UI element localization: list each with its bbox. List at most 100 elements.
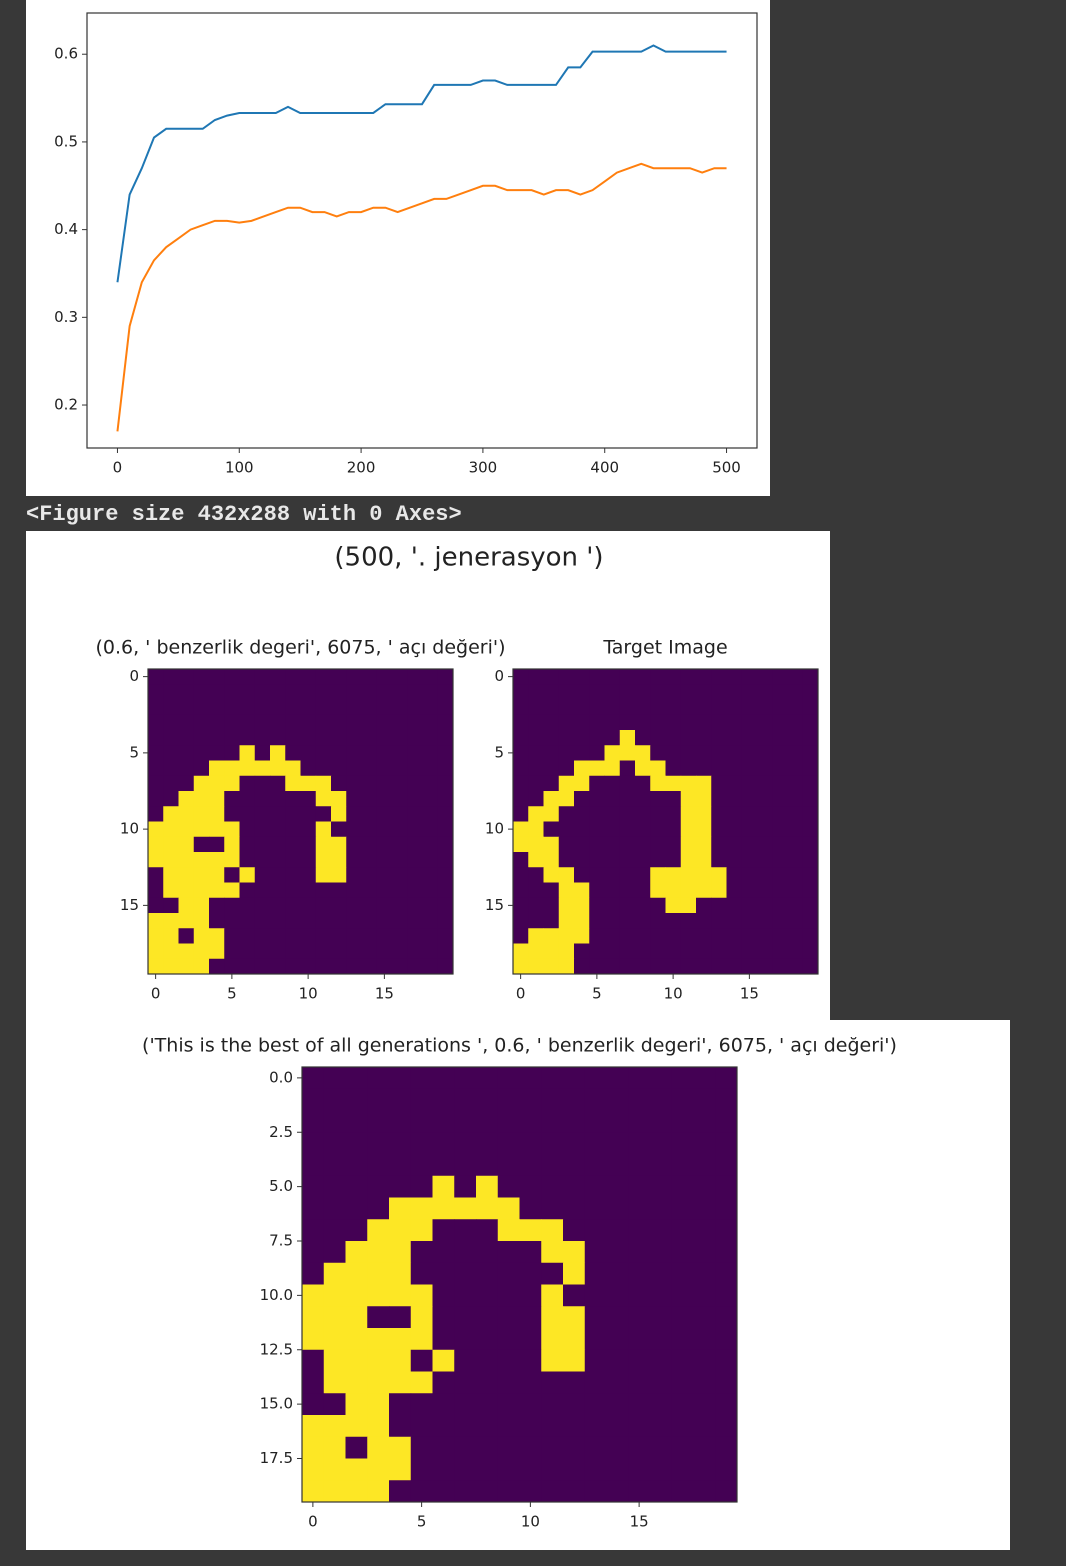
heatmap-cell [519,1067,542,1090]
heatmap-cell [519,1436,542,1459]
heatmap-cell [711,760,727,777]
heatmap-cell [715,1088,738,1111]
heatmap-cell [497,1262,520,1285]
heatmap-cell [787,806,804,822]
heatmap-cell [671,1480,694,1503]
heatmap-cell [606,1393,629,1416]
heatmap-cell [193,928,210,944]
heatmap-cell [726,836,743,853]
heatmap-cell [787,775,804,792]
heatmap-cell [741,730,758,746]
heatmap-cell [163,882,179,899]
heatmap-cell [331,867,347,883]
heatmap-cell [178,806,195,822]
heatmap-cell [680,836,697,853]
heatmap-cell [741,836,758,853]
heatmap-cell [224,760,240,777]
heatmap-cell [628,1088,651,1111]
heatmap-cell [635,943,651,960]
heatmap-cell [367,1458,390,1481]
heatmap-cell [726,928,743,944]
heatmap-cell [757,745,773,761]
heatmap-cell [726,943,743,960]
heatmap-cell [711,943,727,960]
heatmap-cell [665,821,682,838]
heatmap-cell [193,699,210,716]
heatmap-cell [711,882,727,899]
heatmap-cell [389,1067,412,1090]
heatmap-cell [361,791,378,807]
heatmap-cell [513,821,529,838]
heatmap-cell [715,1262,738,1285]
x-tick-label: 0 [151,985,161,1003]
chart-title: ('This is the best of all generations ',… [142,1035,897,1057]
heatmap-cell [711,714,727,731]
heatmap-cell [606,1088,629,1111]
heatmap-cell [604,852,621,868]
heatmap-cell [432,1393,455,1416]
heatmap-cell [422,958,439,975]
heatmap-cell [558,882,575,899]
heatmap-cell [665,714,682,731]
heatmap-cell [519,1415,542,1438]
x-tick-label: 5 [592,985,602,1003]
heatmap-cell [497,1175,520,1198]
heatmap-cell [497,1458,520,1481]
heatmap-cell [376,913,393,929]
heatmap-cell [497,1480,520,1503]
heatmap-cell [148,775,164,792]
heatmap-cell [787,928,804,944]
heatmap-cell [543,897,560,914]
heatmap-cell [345,1436,368,1459]
heatmap-cell [726,745,743,761]
heatmap-cell [270,684,286,700]
heatmap-cell [346,699,362,716]
heatmap-cell [376,760,393,777]
heatmap-cell [254,928,271,944]
heatmap-cell [476,1328,499,1351]
heatmap-cell [193,867,210,883]
heatmap-cell [437,897,454,914]
heatmap-cell [650,1088,673,1111]
heatmap-cell [454,1306,477,1329]
heatmap-cell [224,928,240,944]
heatmap-cell [757,699,773,716]
heatmap-cell [376,821,393,838]
heatmap-cell [476,1371,499,1394]
heatmap-cell [376,836,393,853]
heatmap-cell [650,1110,673,1133]
heatmap-cell [270,882,286,899]
heatmap-cell [345,1371,368,1394]
heatmap-cell [696,745,712,761]
heatmap-cell [300,867,317,883]
chart-title: (0.6, ' benzerlik degeri', 6075, ' açı d… [95,637,505,659]
heatmap-cell [665,852,682,868]
y-tick-label: 0.0 [269,1068,293,1086]
heatmap-cell [331,699,347,716]
heatmap-cell [711,867,727,883]
heatmap-cell [574,669,590,685]
heatmap-cell [254,714,271,731]
heatmap-cell [437,684,454,700]
heatmap-cell [254,836,271,853]
heatmap-cell [422,821,439,838]
heatmap-cell [497,1284,520,1307]
heatmap-cell [606,1132,629,1155]
heatmap-cell [345,1480,368,1503]
heatmap-cell [519,1175,542,1198]
heatmap-cell [163,699,179,716]
heatmap-cell [193,730,210,746]
heatmap-cell [650,1436,673,1459]
heatmap-cell [270,791,286,807]
heatmap-cell [589,669,605,685]
heatmap-cell [392,928,408,944]
heatmap-cell [178,958,195,975]
heatmap-cell [619,714,636,731]
heatmap-cell [757,867,773,883]
heatmap-cell [432,1436,455,1459]
heatmap-cell [302,1415,325,1438]
heatmap-cell [163,669,179,685]
heatmap-cell [802,958,819,975]
heatmap-cell [410,1480,433,1503]
heatmap-cell [741,882,758,899]
